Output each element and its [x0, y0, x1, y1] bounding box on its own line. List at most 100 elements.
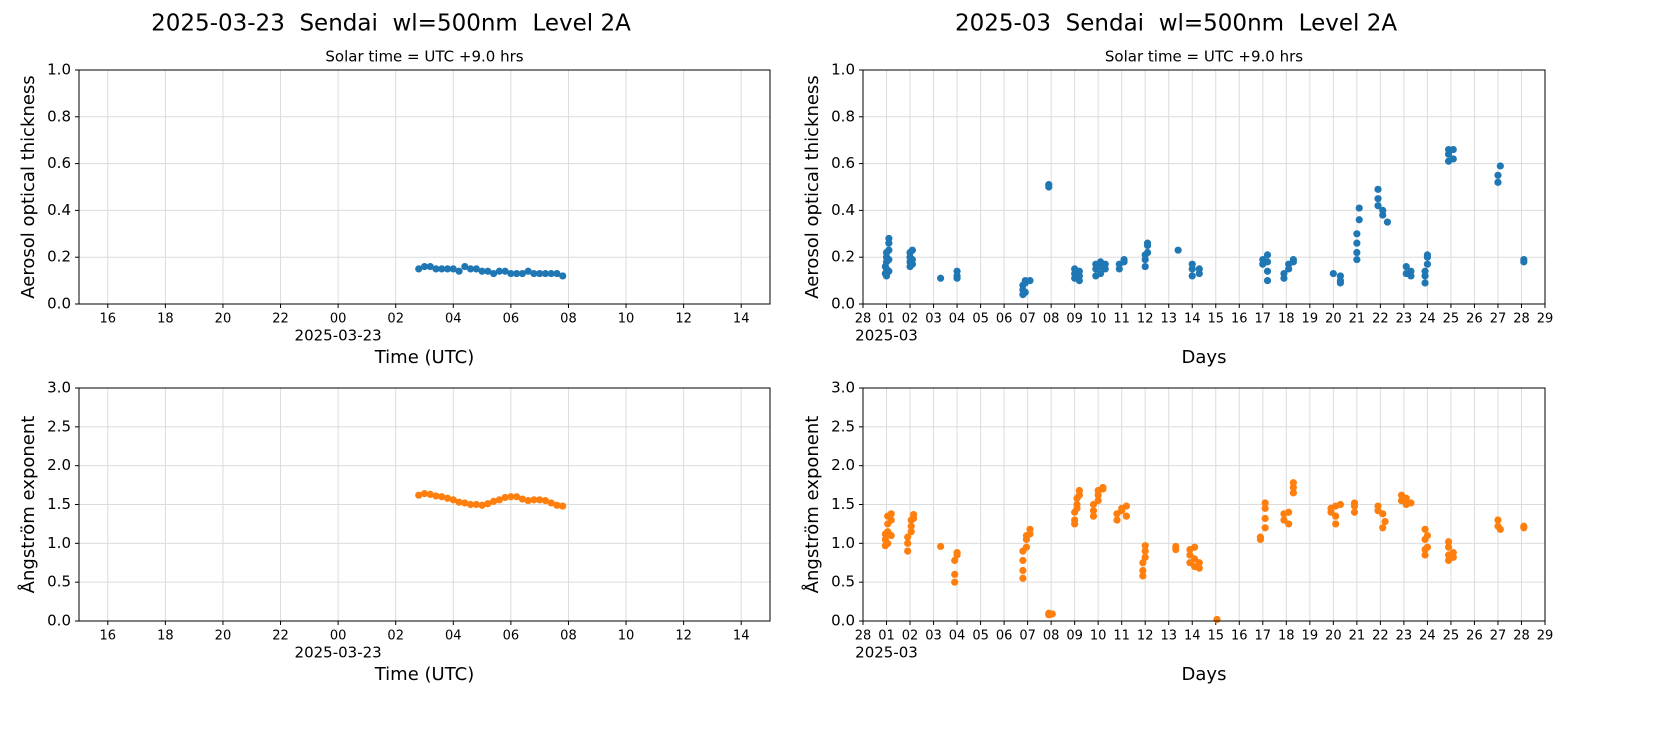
- x-tick-label: 16: [100, 312, 117, 327]
- x-tick-label: 24: [1419, 629, 1436, 644]
- data-point: [513, 493, 521, 501]
- data-point: [1355, 204, 1363, 212]
- data-point: [1280, 269, 1288, 278]
- data-point: [1374, 195, 1382, 203]
- data-point: [1353, 230, 1361, 238]
- x-tick-label: 10: [1090, 629, 1107, 644]
- data-point: [1496, 162, 1504, 170]
- x-tick-label: 14: [733, 312, 750, 327]
- data-point: [1261, 524, 1269, 532]
- axes-frame: [862, 387, 1546, 622]
- data-point: [518, 269, 526, 278]
- x-tick-label: 08: [560, 312, 577, 327]
- data-point: [1122, 502, 1130, 510]
- y-axis-label: Aerosol optical thickness: [802, 75, 823, 298]
- x-tick-label: 20: [1325, 629, 1342, 644]
- data-point: [907, 528, 915, 536]
- y-tick-label: 0.5: [47, 573, 71, 591]
- data-point: [541, 269, 550, 278]
- x-tick-label: 14: [1184, 629, 1201, 644]
- data-point: [1353, 248, 1361, 257]
- data-point: [501, 493, 509, 502]
- x-tick-label: 28: [1513, 629, 1530, 644]
- data-point: [1188, 260, 1196, 268]
- x-tick-label: 15: [1207, 312, 1224, 327]
- x-tick-label: 20: [1325, 312, 1342, 327]
- data-point: [1019, 566, 1027, 575]
- x-tick-label: 08: [1043, 312, 1060, 327]
- x-tick-label: 04: [445, 629, 462, 644]
- x-tick-label: 25: [1443, 312, 1460, 327]
- x-tick-label: 05: [972, 312, 989, 327]
- data-point: [449, 265, 457, 273]
- data-point: [1520, 524, 1528, 532]
- x-tick-label: 12: [675, 629, 692, 644]
- y-tick-label: 1.5: [831, 495, 855, 513]
- y-tick-label: 0.0: [831, 612, 855, 630]
- data-point: [1494, 178, 1502, 186]
- data-point: [1407, 499, 1415, 507]
- data-point: [1195, 559, 1203, 567]
- x-tick-label: 12: [675, 312, 692, 327]
- data-point: [953, 272, 961, 280]
- x-tick-label: 03: [925, 629, 942, 644]
- data-point: [1444, 538, 1453, 546]
- data-point: [1402, 262, 1410, 271]
- x-tick-label: 16: [100, 629, 117, 644]
- x-tick-label: 10: [1090, 312, 1107, 327]
- data-point: [507, 269, 515, 278]
- x-tick-label: 23: [1396, 629, 1413, 644]
- data-point: [420, 262, 429, 271]
- data-point: [1379, 524, 1387, 532]
- data-point: [937, 274, 945, 282]
- data-point: [909, 510, 918, 519]
- chart-subtitle: Solar time = UTC +9.0 hrs: [325, 48, 523, 66]
- x-tick-label: 08: [560, 629, 577, 644]
- data-point: [1263, 277, 1272, 285]
- x-tick-label: 20: [215, 629, 232, 644]
- y-tick-label: 3.0: [47, 379, 71, 397]
- y-tick-label: 0.0: [47, 295, 71, 313]
- y-axis-label: Ångström exponent: [17, 416, 39, 594]
- x-tick-label: 21: [1349, 312, 1366, 327]
- data-point: [1421, 551, 1429, 559]
- data-point: [1355, 216, 1363, 224]
- axes-frame: [862, 69, 1546, 305]
- data-point: [553, 269, 561, 278]
- x-tick-label: 14: [733, 629, 750, 644]
- x-tick-label: 05: [972, 629, 989, 644]
- x-tick-label: 00: [330, 629, 347, 644]
- data-point: [1071, 516, 1079, 524]
- data-point: [1285, 508, 1293, 516]
- x-date-label: 2025-03: [855, 327, 918, 345]
- x-tick-label: 22: [1372, 629, 1389, 644]
- y-tick-label: 0.2: [831, 248, 855, 266]
- data-point: [536, 496, 544, 504]
- data-point: [1139, 566, 1147, 575]
- data-point: [1449, 549, 1457, 557]
- data-point: [1141, 542, 1149, 550]
- x-tick-label: 06: [996, 629, 1013, 644]
- data-point: [484, 500, 492, 508]
- data-point: [1263, 267, 1272, 275]
- y-tick-label: 2.0: [831, 456, 855, 474]
- data-point: [887, 510, 895, 518]
- x-axis-label: Days: [1182, 347, 1227, 368]
- data-point: [501, 267, 509, 275]
- x-tick-label: 12: [1137, 629, 1154, 644]
- data-point: [1449, 155, 1457, 163]
- data-point: [449, 496, 457, 504]
- data-point: [1261, 499, 1269, 507]
- x-tick-label: 10: [618, 312, 635, 327]
- x-tick-label: 26: [1466, 312, 1483, 327]
- data-point: [1190, 543, 1199, 551]
- data-point: [1423, 543, 1432, 551]
- x-tick-label: 09: [1066, 629, 1083, 644]
- data-point: [1263, 251, 1272, 259]
- data-point: [1256, 533, 1265, 541]
- x-axis-label: Time (UTC): [374, 664, 475, 685]
- x-date-label: 2025-03: [855, 644, 918, 662]
- data-point: [1350, 508, 1359, 516]
- x-tick-label: 10: [618, 629, 635, 644]
